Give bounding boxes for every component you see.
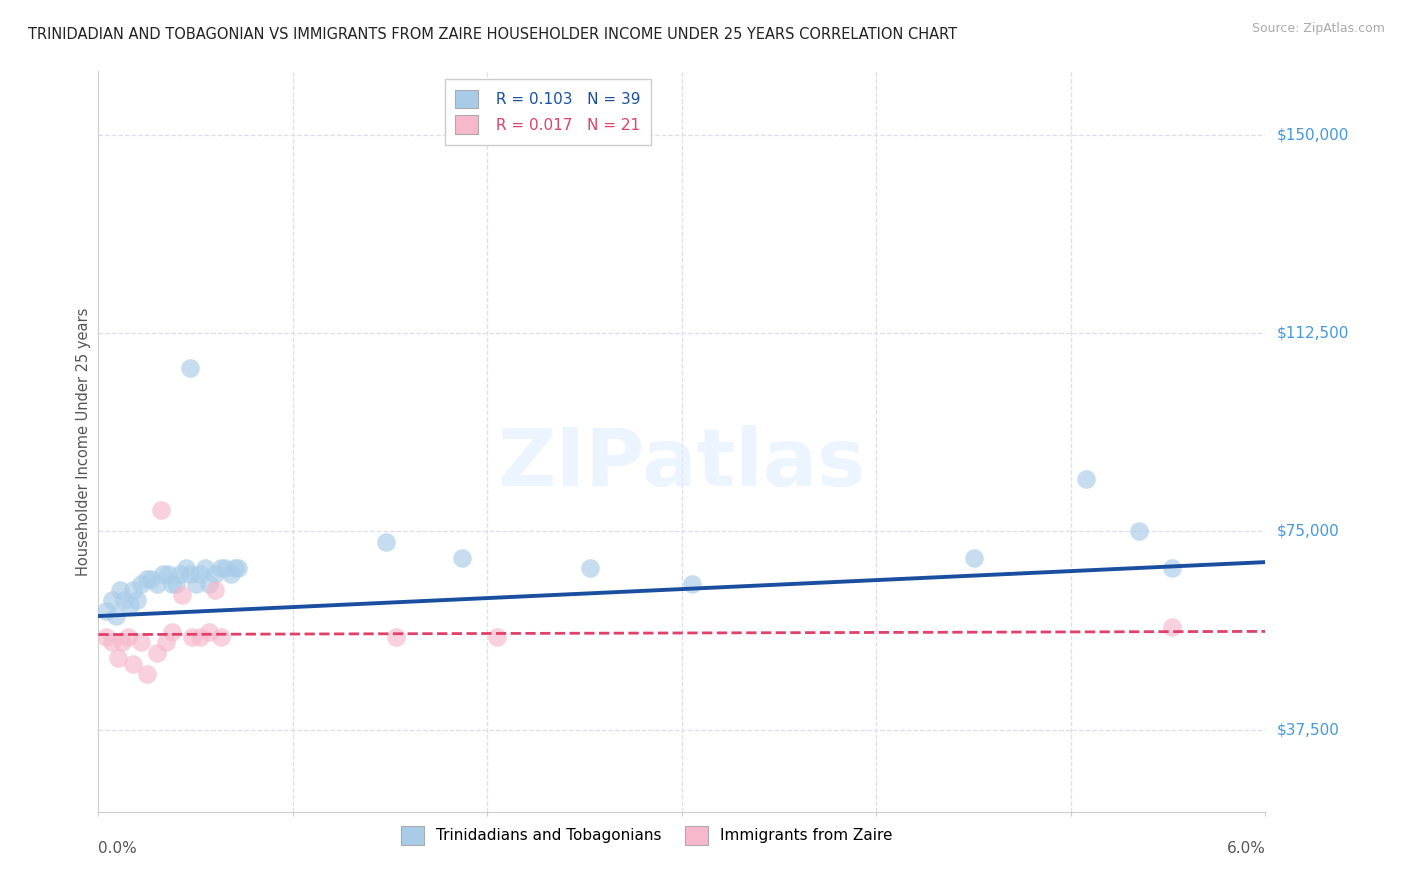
Point bbox=[129, 635, 152, 649]
Text: 0.0%: 0.0% bbox=[98, 841, 138, 856]
Point bbox=[219, 566, 242, 581]
Point bbox=[180, 630, 202, 644]
Point bbox=[169, 566, 191, 581]
Point bbox=[1161, 561, 1184, 575]
Point bbox=[162, 624, 184, 639]
Point bbox=[198, 624, 221, 639]
Point bbox=[146, 646, 169, 660]
Point bbox=[385, 630, 408, 644]
Point bbox=[1128, 524, 1150, 539]
Text: 6.0%: 6.0% bbox=[1226, 841, 1265, 856]
Point bbox=[174, 561, 197, 575]
Point bbox=[107, 651, 129, 665]
Text: $112,500: $112,500 bbox=[1277, 326, 1348, 341]
Text: $37,500: $37,500 bbox=[1277, 723, 1340, 738]
Point bbox=[451, 550, 474, 565]
Point bbox=[179, 360, 201, 375]
Point bbox=[149, 503, 172, 517]
Point bbox=[228, 561, 250, 575]
Point bbox=[579, 561, 602, 575]
Point bbox=[198, 577, 221, 591]
Point bbox=[101, 635, 124, 649]
Point bbox=[165, 577, 187, 591]
Point bbox=[117, 630, 139, 644]
Point bbox=[108, 582, 131, 597]
Point bbox=[224, 561, 246, 575]
Point bbox=[136, 667, 159, 681]
Point bbox=[129, 577, 152, 591]
Point bbox=[204, 566, 226, 581]
Point bbox=[194, 561, 217, 575]
Point bbox=[122, 582, 145, 597]
Point bbox=[101, 593, 124, 607]
Point bbox=[204, 582, 226, 597]
Point bbox=[136, 572, 159, 586]
Point bbox=[96, 604, 118, 618]
Point bbox=[214, 561, 236, 575]
Y-axis label: Householder Income Under 25 years: Householder Income Under 25 years bbox=[76, 308, 91, 575]
Point bbox=[188, 566, 211, 581]
Point bbox=[112, 593, 135, 607]
Point bbox=[146, 577, 169, 591]
Point bbox=[486, 630, 509, 644]
Point bbox=[157, 566, 180, 581]
Point bbox=[111, 635, 134, 649]
Text: $150,000: $150,000 bbox=[1277, 128, 1348, 143]
Text: ZIPatlas: ZIPatlas bbox=[498, 425, 866, 503]
Point bbox=[179, 566, 201, 581]
Point bbox=[152, 566, 174, 581]
Point bbox=[170, 588, 193, 602]
Point bbox=[375, 535, 398, 549]
Point bbox=[127, 593, 149, 607]
Point bbox=[681, 577, 703, 591]
Point bbox=[155, 635, 177, 649]
Point bbox=[1161, 620, 1184, 634]
Point bbox=[118, 599, 141, 613]
Point bbox=[962, 550, 984, 565]
Point bbox=[188, 630, 211, 644]
Point bbox=[122, 657, 145, 671]
Point bbox=[1076, 472, 1098, 486]
Point bbox=[209, 630, 232, 644]
Point bbox=[104, 609, 127, 624]
Point bbox=[209, 561, 232, 575]
Legend: Trinidadians and Tobagonians, Immigrants from Zaire: Trinidadians and Tobagonians, Immigrants… bbox=[394, 818, 900, 852]
Text: $75,000: $75,000 bbox=[1277, 524, 1340, 539]
Text: TRINIDADIAN AND TOBAGONIAN VS IMMIGRANTS FROM ZAIRE HOUSEHOLDER INCOME UNDER 25 : TRINIDADIAN AND TOBAGONIAN VS IMMIGRANTS… bbox=[28, 27, 957, 42]
Point bbox=[96, 630, 118, 644]
Point bbox=[139, 572, 162, 586]
Point bbox=[162, 577, 184, 591]
Point bbox=[184, 577, 207, 591]
Text: Source: ZipAtlas.com: Source: ZipAtlas.com bbox=[1251, 22, 1385, 36]
